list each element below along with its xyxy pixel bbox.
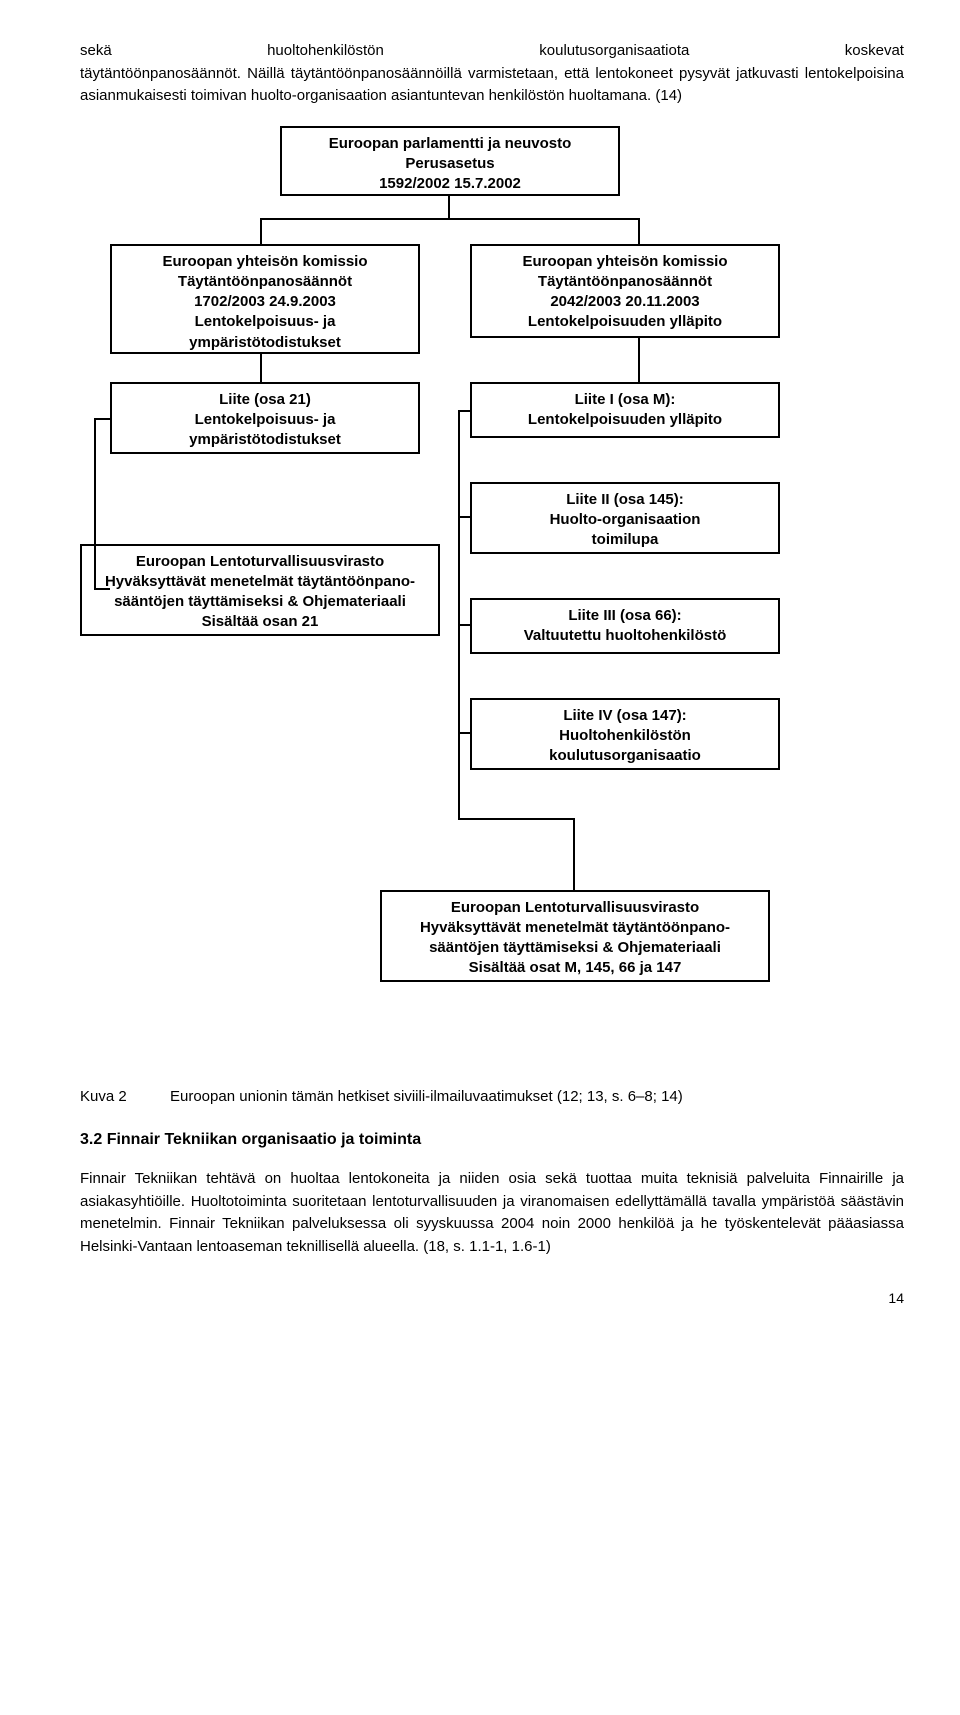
left2-l1: Liite (osa 21) xyxy=(116,390,414,410)
left3-l4: Sisältää osan 21 xyxy=(86,612,434,632)
connector-line xyxy=(458,818,574,820)
connector-line xyxy=(573,818,575,890)
connector-line xyxy=(638,338,640,382)
box-bottom: Euroopan Lentoturvallisuusvirasto Hyväks… xyxy=(380,890,770,982)
right3-l3: toimilupa xyxy=(476,530,774,550)
right5-l1: Liite IV (osa 147): xyxy=(476,706,774,726)
box-left3: Euroopan Lentoturvallisuusvirasto Hyväks… xyxy=(80,544,440,636)
intro-w3: koulutusorganisaatiota xyxy=(539,40,689,63)
connector-line xyxy=(458,516,470,518)
box-right4: Liite III (osa 66): Valtuutettu huoltohe… xyxy=(470,598,780,654)
left1-l1: Euroopan yhteisön komissio xyxy=(116,252,414,272)
right2-l1: Liite I (osa M): xyxy=(476,390,774,410)
connector-line xyxy=(260,354,262,382)
right4-l2: Valtuutettu huoltohenkilöstö xyxy=(476,626,774,646)
intro-w2: huoltohenkilöstön xyxy=(267,40,384,63)
connector-line xyxy=(94,588,110,590)
box-right1: Euroopan yhteisön komissio Täytäntöönpan… xyxy=(470,244,780,338)
right5-l3: koulutusorganisaatio xyxy=(476,746,774,766)
right1-l1: Euroopan yhteisön komissio xyxy=(476,252,774,272)
box-right2: Liite I (osa M): Lentokelpoisuuden ylläp… xyxy=(470,382,780,438)
connector-line xyxy=(260,218,640,220)
left3-l1: Euroopan Lentoturvallisuusvirasto xyxy=(86,552,434,572)
right3-l1: Liite II (osa 145): xyxy=(476,490,774,510)
bottom-l3: sääntöjen täyttämiseksi & Ohjemateriaali xyxy=(386,938,764,958)
top-l2: Perusasetus xyxy=(286,154,614,174)
connector-line xyxy=(94,418,96,590)
caption-text: Euroopan unionin tämän hetkiset siviili-… xyxy=(170,1086,904,1109)
connector-line xyxy=(458,734,460,818)
connector-line xyxy=(448,196,450,218)
right4-l1: Liite III (osa 66): xyxy=(476,606,774,626)
figure-caption: Kuva 2 Euroopan unionin tämän hetkiset s… xyxy=(80,1086,904,1109)
connector-line xyxy=(458,410,470,412)
left1-l5: ympäristötodistukset xyxy=(116,333,414,353)
connector-line xyxy=(260,218,262,244)
right1-l3: 2042/2003 20.11.2003 xyxy=(476,292,774,312)
box-top: Euroopan parlamentti ja neuvosto Perusas… xyxy=(280,126,620,196)
right1-l4: Lentokelpoisuuden ylläpito xyxy=(476,312,774,332)
left3-l3: sääntöjen täyttämiseksi & Ohjemateriaali xyxy=(86,592,434,612)
regulation-diagram: Euroopan parlamentti ja neuvosto Perusas… xyxy=(80,126,904,1066)
caption-label: Kuva 2 xyxy=(80,1086,170,1109)
box-left2: Liite (osa 21) Lentokelpoisuus- ja ympär… xyxy=(110,382,420,454)
bottom-l1: Euroopan Lentoturvallisuusvirasto xyxy=(386,898,764,918)
intro-paragraph: sekä huoltohenkilöstön koulutusorganisaa… xyxy=(80,40,904,108)
section-heading: 3.2 Finnair Tekniikan organisaatio ja to… xyxy=(80,1128,904,1152)
box-left1: Euroopan yhteisön komissio Täytäntöönpan… xyxy=(110,244,420,354)
intro-rest: täytäntöönpanosäännöt. Näillä täytäntöön… xyxy=(80,65,904,105)
left2-l3: ympäristötodistukset xyxy=(116,430,414,450)
top-l3: 1592/2002 15.7.2002 xyxy=(286,174,614,194)
left3-l2: Hyväksyttävät menetelmät täytäntöönpano- xyxy=(86,572,434,592)
bottom-l2: Hyväksyttävät menetelmät täytäntöönpano- xyxy=(386,918,764,938)
top-l1: Euroopan parlamentti ja neuvosto xyxy=(286,134,614,154)
right3-l2: Huolto-organisaation xyxy=(476,510,774,530)
right1-l2: Täytäntöönpanosäännöt xyxy=(476,272,774,292)
box-right5: Liite IV (osa 147): Huoltohenkilöstön ko… xyxy=(470,698,780,770)
intro-w4: koskevat xyxy=(845,40,904,63)
connector-line xyxy=(458,410,460,734)
left1-l2: Täytäntöönpanosäännöt xyxy=(116,272,414,292)
right2-l2: Lentokelpoisuuden ylläpito xyxy=(476,410,774,430)
connector-line xyxy=(638,218,640,244)
intro-w1: sekä xyxy=(80,40,112,63)
page-number: 14 xyxy=(80,1288,904,1309)
connector-line xyxy=(94,418,110,420)
connector-line xyxy=(458,624,470,626)
left2-l2: Lentokelpoisuus- ja xyxy=(116,410,414,430)
left1-l4: Lentokelpoisuus- ja xyxy=(116,312,414,332)
box-right3: Liite II (osa 145): Huolto-organisaation… xyxy=(470,482,780,554)
body-paragraph: Finnair Tekniikan tehtävä on huoltaa len… xyxy=(80,1168,904,1258)
bottom-l4: Sisältää osat M, 145, 66 ja 147 xyxy=(386,958,764,978)
left1-l3: 1702/2003 24.9.2003 xyxy=(116,292,414,312)
right5-l2: Huoltohenkilöstön xyxy=(476,726,774,746)
